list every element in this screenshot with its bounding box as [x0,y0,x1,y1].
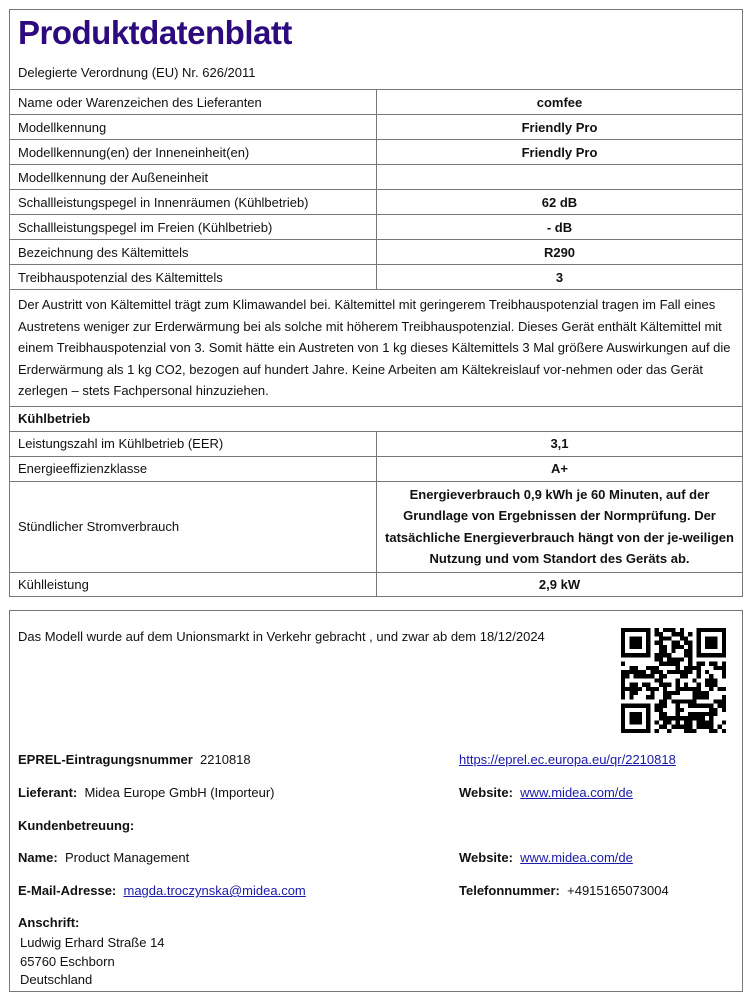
table-row: Energieeffizienzklasse A+ [10,455,742,481]
email-link[interactable]: magda.troczynska@midea.com [123,883,306,898]
row-label: Leistungszahl im Kühlbetrieb (EER) [10,430,377,456]
market-date-text: Das Modell wurde auf dem Unionsmarkt in … [18,629,545,644]
support-heading: Kundenbetreuung: [18,818,135,833]
row-value [376,164,742,190]
row-value: 3,1 [376,430,742,456]
table-row: Kühlleistung 2,9 kW [10,571,742,597]
table-row: Modellkennung Friendly Pro [10,114,742,140]
table-row: Leistungszahl im Kühlbetrieb (EER) 3,1 [10,430,742,456]
row-label: Treibhauspotenzial des Kältemittels [10,264,377,290]
table-row: Modellkennung(en) der Inneneinheit(en) Fr… [10,139,742,165]
row-label: Bezeichnung des Kältemittels [10,239,377,265]
section-heading: Kühlbetrieb [10,405,742,431]
address-line: 65760 Eschborn [20,953,115,969]
table-row: Bezeichnung des Kältemittels R290 [10,239,742,265]
spec-table: Name oder Warenzeichen des Lieferanten co… [10,89,742,597]
email: E-Mail-Adresse: magda.troczynska@midea.c… [18,883,306,898]
row-value: 62 dB [376,189,742,215]
qr-code [621,628,726,733]
row-value: - dB [376,214,742,240]
row-value: Energieverbrauch 0,9 kWh je 60 Minuten, … [376,480,742,572]
website-2: Website: www.midea.com/de [459,850,633,865]
row-label: Stündlicher Stromverbrauch [10,480,377,572]
table-row: Treibhauspotenzial des Kältemittels 3 [10,264,742,290]
row-label: Schallleistungspegel im Freien (Kühlbetr… [10,214,377,240]
row-value: Friendly Pro [376,139,742,165]
address-heading: Anschrift: [18,915,80,930]
row-value: 3 [376,264,742,290]
data-table-section: Produktdatenblatt Delegierte Verordnung … [9,9,743,597]
row-label: Kühlleistung [10,571,377,597]
row-label: Modellkennung der Außeneinheit [10,164,377,190]
website-1: Website: www.midea.com/de [459,785,633,800]
address-line: Ludwig Erhard Straße 14 [20,935,165,950]
row-label: Energieeffizienzklasse [10,455,377,481]
website-link-1[interactable]: www.midea.com/de [520,785,633,800]
row-label: Modellkennung(en) der Inneneinheit(en) [10,139,377,165]
phone: Telefonnummer: +4915165073004 [459,883,669,898]
row-value: 2,9 kW [376,571,742,597]
supplier: Lieferant: Midea Europe GmbH (Importeur) [18,785,275,800]
row-label: Modellkennung [10,114,377,140]
row-label: Name oder Warenzeichen des Lieferanten [10,89,377,115]
eprel-number: EPREL-Eintragungsnummer 2210818 [18,752,251,767]
contact-name: Name: Product Management [18,850,190,865]
refrigerant-notice: Der Austritt von Kältemittel trägt zum K… [10,289,742,406]
row-value: comfee [376,89,742,115]
address: Ludwig Erhard Straße 14 65760 Eschborn D… [20,934,165,990]
table-row: Stündlicher Stromverbrauch Energieverbrau… [10,480,742,572]
regulation: Delegierte Verordnung (EU) Nr. 626/2011 [18,65,256,80]
row-value: R290 [376,239,742,265]
info-section: Das Modell wurde auf dem Unionsmarkt in … [9,610,743,992]
table-row: Schallleistungspegel in Innenräumen (Küh… [10,189,742,215]
eprel-link[interactable]: https://eprel.ec.europa.eu/qr/2210818 [459,752,676,767]
row-value: Friendly Pro [376,114,742,140]
table-row: Schallleistungspegel im Freien (Kühlbetr… [10,214,742,240]
table-row: Modellkennung der Außeneinheit [10,164,742,190]
page-title: Produktdatenblatt [18,14,292,51]
row-value: A+ [376,455,742,481]
row-label: Schallleistungspegel in Innenräumen (Küh… [10,189,377,215]
website-link-2[interactable]: www.midea.com/de [520,850,633,865]
table-row: Name oder Warenzeichen des Lieferanten co… [10,89,742,115]
address-line: Deutschland [20,972,93,987]
